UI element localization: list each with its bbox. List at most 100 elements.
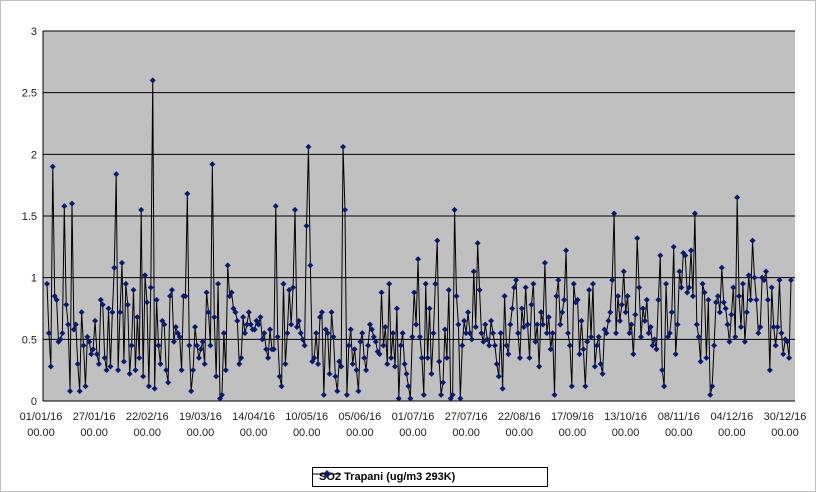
y-tick-label: 0.5 — [22, 334, 37, 346]
data-point — [532, 338, 539, 345]
gridlines — [42, 30, 795, 402]
data-point — [524, 321, 531, 328]
data-point — [736, 293, 743, 300]
y-tick-label: 0 — [31, 396, 37, 408]
data-point — [176, 333, 183, 340]
data-point — [365, 342, 372, 349]
data-point — [580, 346, 587, 353]
data-point — [372, 338, 379, 345]
data-point — [422, 280, 429, 287]
data-point — [413, 321, 420, 328]
data-point — [67, 388, 74, 395]
data-point — [741, 338, 748, 345]
data-point — [242, 330, 249, 337]
data-point — [147, 284, 154, 291]
data-point — [172, 324, 179, 330]
data-point — [543, 330, 550, 337]
data-point — [709, 383, 716, 390]
data-point — [714, 293, 721, 300]
data-point — [188, 388, 195, 395]
data-point — [138, 206, 145, 213]
data-point — [515, 330, 522, 337]
data-point — [115, 367, 122, 374]
data-point — [347, 326, 354, 333]
data-point — [338, 363, 345, 370]
data-point — [468, 336, 475, 343]
data-point — [441, 326, 448, 333]
data-point — [747, 296, 754, 303]
data-point — [668, 309, 675, 316]
data-point — [303, 222, 310, 229]
data-point — [420, 391, 427, 398]
data-point — [117, 309, 124, 316]
data-point — [341, 206, 348, 213]
data-point — [751, 274, 758, 281]
data-point — [568, 383, 575, 390]
data-point — [534, 321, 541, 328]
data-point — [743, 309, 750, 316]
legend-swatch-icon — [313, 470, 341, 478]
data-point — [245, 309, 252, 316]
data-point — [505, 351, 512, 358]
data-point — [749, 237, 756, 244]
data-point — [626, 330, 633, 337]
data-point — [547, 346, 554, 353]
data-point — [761, 277, 768, 284]
data-point — [440, 379, 447, 386]
data-point — [764, 296, 771, 303]
data-point — [213, 373, 220, 380]
x-tick-label: 01/07/16 00.00 — [392, 411, 435, 439]
data-point — [457, 395, 464, 402]
data-point — [686, 284, 693, 291]
data-point — [636, 284, 643, 291]
data-point — [738, 324, 745, 330]
data-point — [290, 284, 297, 291]
data-point — [697, 358, 704, 365]
data-point — [140, 373, 147, 380]
data-point — [651, 336, 658, 343]
data-point — [45, 330, 52, 337]
data-point — [84, 333, 91, 340]
data-point — [624, 293, 631, 300]
y-axis-ticks: 0 0.5 1 1.5 2 2.5 3 — [22, 26, 37, 408]
data-point — [436, 358, 443, 365]
data-point — [516, 354, 523, 361]
data-point — [170, 338, 177, 345]
data-point — [705, 296, 712, 303]
data-point — [70, 326, 77, 333]
data-point — [145, 383, 152, 390]
data-point — [118, 259, 125, 266]
data-point — [728, 311, 735, 318]
data-point — [726, 338, 733, 345]
x-tick-label: 22/02/16 00.00 — [126, 411, 169, 439]
data-point — [255, 321, 262, 328]
data-point — [305, 143, 312, 150]
legend: SO2 Trapani (ug/m3 293K) — [312, 467, 548, 487]
data-point — [397, 342, 404, 349]
data-point — [124, 301, 131, 308]
data-point — [388, 354, 395, 361]
data-point — [445, 287, 452, 293]
data-point — [628, 321, 635, 328]
data-point — [589, 280, 596, 287]
data-point — [520, 324, 527, 330]
data-point — [566, 342, 573, 349]
data-point — [407, 395, 414, 402]
data-point — [418, 354, 425, 361]
data-point — [161, 321, 168, 328]
data-point — [157, 361, 164, 367]
data-point — [167, 293, 174, 300]
data-point — [86, 338, 93, 345]
data-point — [136, 354, 143, 361]
data-point — [272, 203, 279, 210]
data-point — [267, 326, 274, 333]
data-point — [334, 388, 341, 395]
data-point — [222, 367, 229, 374]
data-point — [74, 361, 81, 367]
data-point — [416, 333, 423, 340]
data-point — [193, 342, 200, 349]
data-point — [559, 309, 566, 316]
data-point — [453, 293, 460, 300]
data-point — [501, 293, 508, 300]
data-point — [151, 385, 158, 392]
